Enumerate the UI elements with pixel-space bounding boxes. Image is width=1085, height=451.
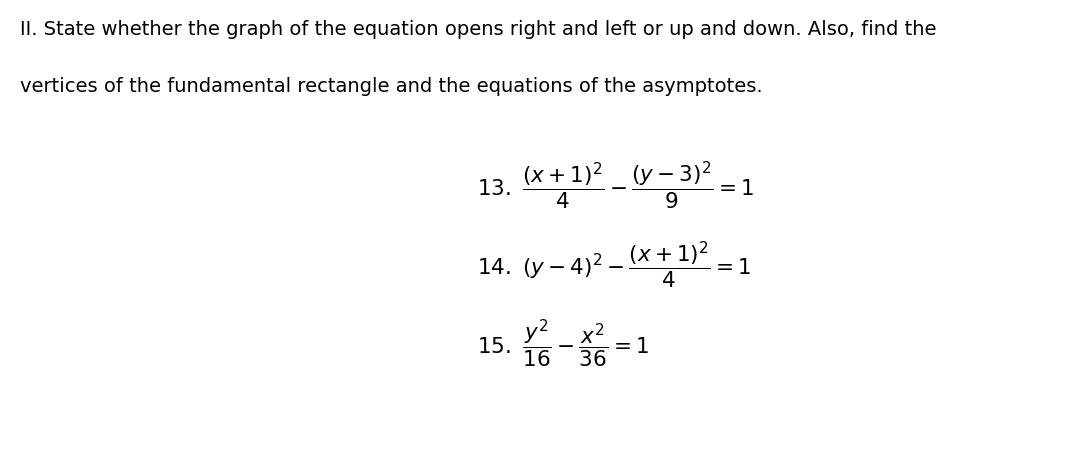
Text: $14.\ (y-4)^2 - \dfrac{(x+1)^2}{4} = 1$: $14.\ (y-4)^2 - \dfrac{(x+1)^2}{4} = 1$	[477, 239, 752, 289]
Text: vertices of the fundamental rectangle and the equations of the asymptotes.: vertices of the fundamental rectangle an…	[20, 77, 762, 96]
Text: $15.\ \dfrac{y^2}{16} - \dfrac{x^2}{36} = 1$: $15.\ \dfrac{y^2}{16} - \dfrac{x^2}{36} …	[477, 317, 649, 368]
Text: II. State whether the graph of the equation opens right and left or up and down.: II. State whether the graph of the equat…	[20, 20, 936, 39]
Text: $13.\ \dfrac{(x+1)^2}{4} - \dfrac{(y-3)^2}{9} = 1$: $13.\ \dfrac{(x+1)^2}{4} - \dfrac{(y-3)^…	[477, 159, 754, 211]
